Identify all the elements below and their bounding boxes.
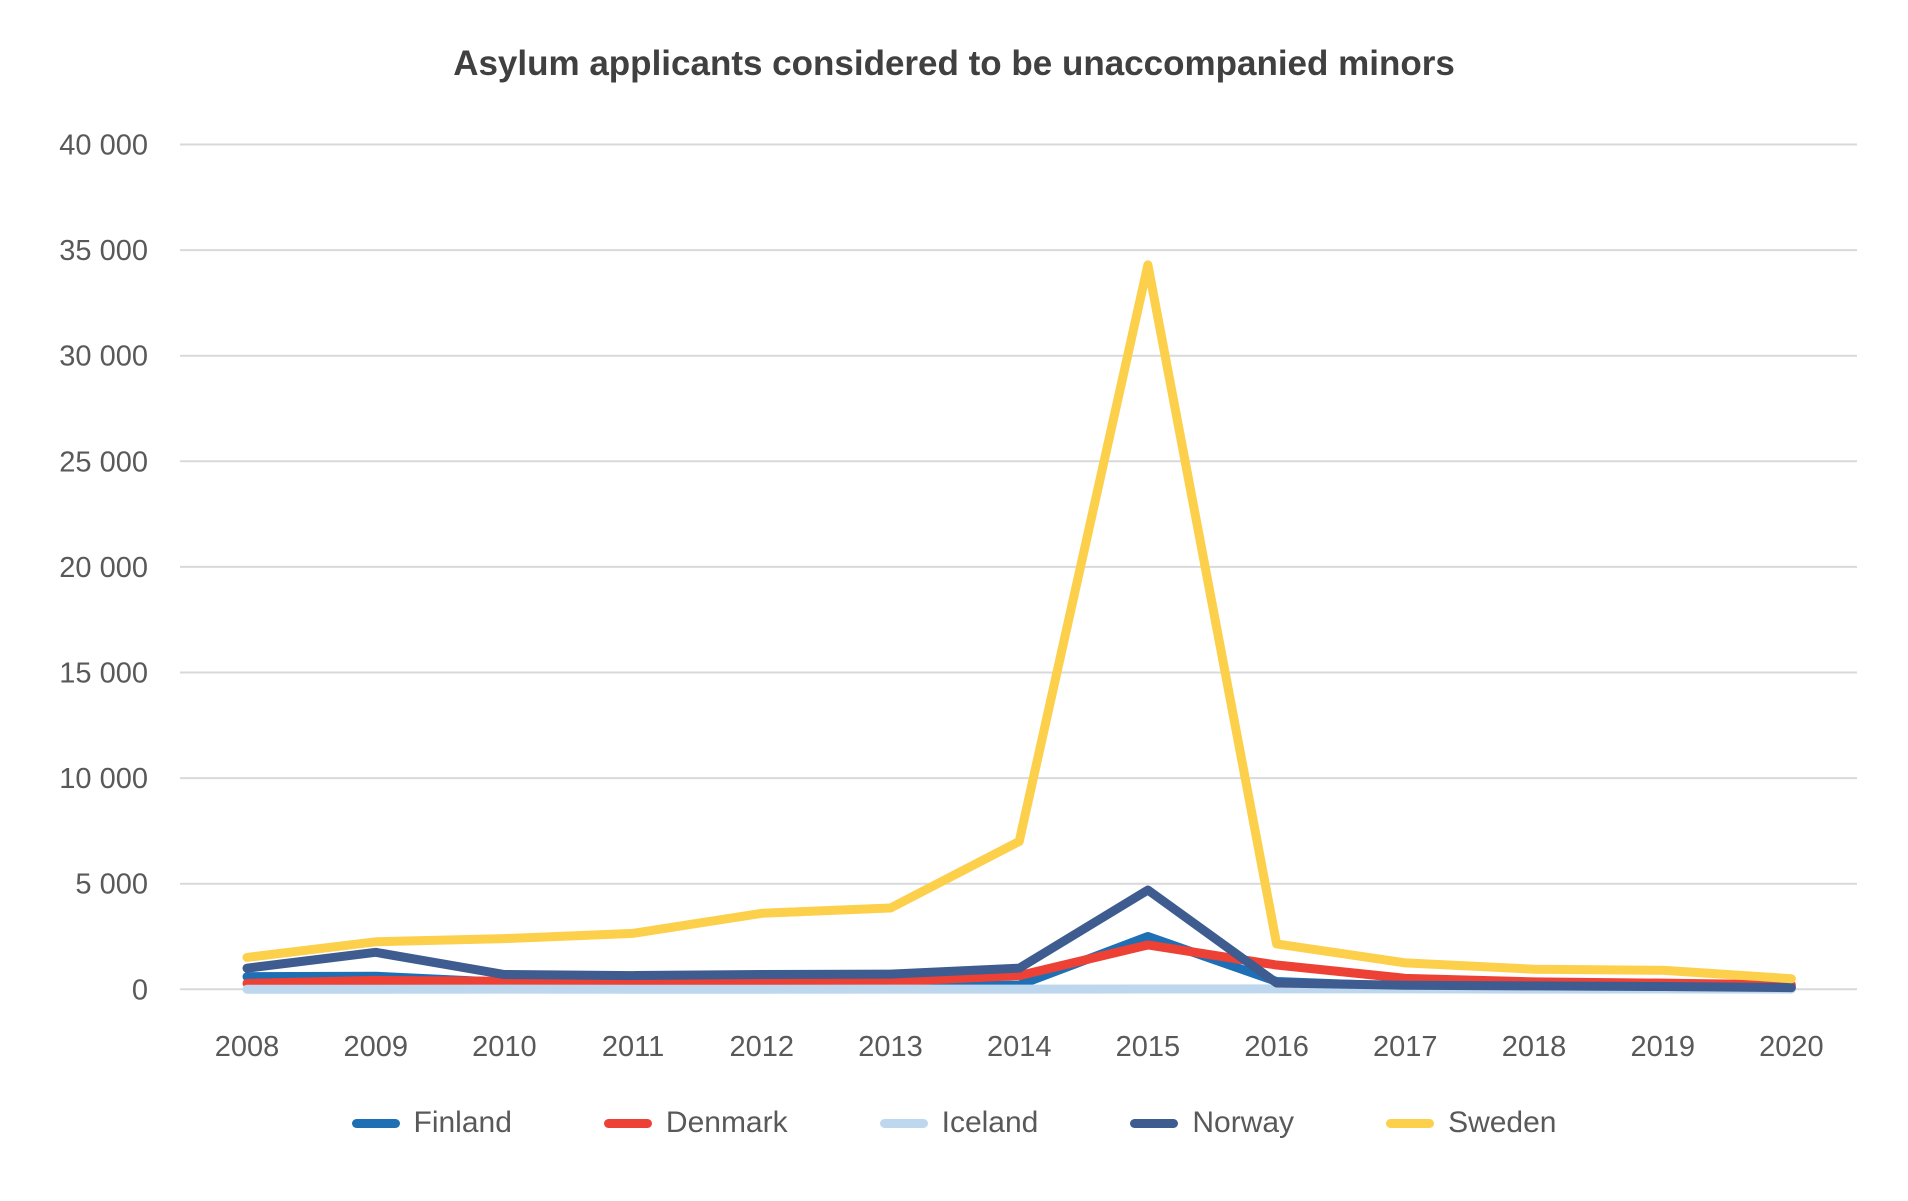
legend-label-iceland: Iceland: [941, 1106, 1039, 1139]
legend-swatch-sweden: [1386, 1118, 1435, 1128]
x-tick-label: 2014: [987, 1031, 1052, 1063]
x-tick-label: 2009: [343, 1031, 408, 1063]
x-tick-label: 2013: [858, 1031, 923, 1063]
legend-swatch-finland: [351, 1118, 400, 1128]
x-tick-label: 2011: [602, 1031, 664, 1063]
legend-item-sweden: Sweden: [1386, 1108, 1556, 1138]
x-tick-label: 2018: [1502, 1031, 1567, 1063]
y-tick-label: 25 000: [59, 446, 148, 478]
legend-item-finland: Finland: [351, 1106, 512, 1139]
x-tick-label: 2017: [1373, 1031, 1438, 1063]
legend-label-denmark: Denmark: [665, 1106, 788, 1139]
series-line-sweden: [242, 260, 1796, 984]
y-tick-label: 0: [132, 974, 148, 1006]
y-tick-label: 40 000: [59, 130, 148, 162]
legend-swatch-denmark: [603, 1118, 652, 1128]
y-tick-label: 10 000: [59, 763, 148, 795]
legend-item-denmark: Denmark: [603, 1106, 788, 1139]
legend-swatch-iceland: [879, 1118, 928, 1128]
x-tick-label: 2010: [472, 1031, 537, 1063]
chart-title: Asylum applicants considered to be unacc…: [453, 44, 1455, 83]
series-line-norway: [242, 885, 1796, 993]
y-tick-label: 30 000: [59, 341, 148, 373]
x-tick-label: 2012: [730, 1031, 795, 1063]
legend: Finland Denmark Iceland Norway Sweden: [0, 1108, 1908, 1138]
legend-label-norway: Norway: [1192, 1106, 1295, 1139]
x-tick-label: 2016: [1244, 1031, 1309, 1063]
x-tick-label: 2015: [1116, 1031, 1181, 1063]
legend-swatch-norway: [1130, 1118, 1179, 1128]
legend-label-sweden: Sweden: [1448, 1106, 1557, 1139]
y-tick-label: 15 000: [59, 658, 148, 690]
legend-label-finland: Finland: [413, 1106, 512, 1139]
x-tick-label: 2020: [1759, 1031, 1824, 1063]
x-tick-label: 2008: [215, 1031, 280, 1063]
legend-item-iceland: Iceland: [879, 1106, 1039, 1139]
y-tick-label: 20 000: [59, 552, 148, 584]
y-tick-label: 5 000: [75, 869, 148, 901]
y-tick-label: 35 000: [59, 235, 148, 267]
x-tick-label: 2019: [1630, 1031, 1695, 1063]
legend-item-norway: Norway: [1130, 1108, 1294, 1138]
